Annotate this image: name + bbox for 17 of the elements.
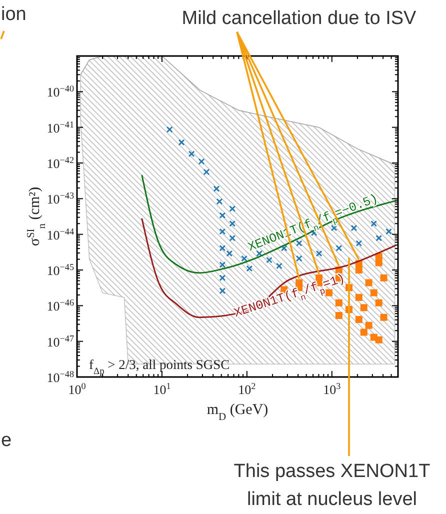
y-tick-label: 10$^{−41}$ xyxy=(46,119,74,136)
y-tick-label: 10$^{−46}$ xyxy=(46,298,74,314)
x-tick-label: 10$^{3}$ xyxy=(323,381,342,397)
y-tick-label: 10$^{−45}$ xyxy=(46,262,74,278)
text: e xyxy=(1,430,12,451)
x-tick-label: 10$^{2}$ xyxy=(238,381,256,397)
text: ion xyxy=(1,4,26,25)
text: This passes XENON1T limit at nucleus level xyxy=(234,461,431,510)
annotation: f$_{Δp}$ > 2/3, all points SGSC xyxy=(89,357,230,377)
y-tick-label: 10$^{−47}$ xyxy=(46,333,74,350)
y-tick-label: 10$^{−43}$ xyxy=(46,190,74,207)
text: Mild cancellation due to ISV xyxy=(182,8,417,29)
x-tick-label: 10$^{1}$ xyxy=(153,381,171,397)
x-axis-title: m$_{D}$ (GeV) xyxy=(206,402,268,422)
y-tick-label: 10$^{−44}$ xyxy=(46,226,74,242)
y-tick-label: 10$^{−42}$ xyxy=(46,155,74,171)
y-tick-label: 10$^{−40}$ xyxy=(46,84,74,100)
